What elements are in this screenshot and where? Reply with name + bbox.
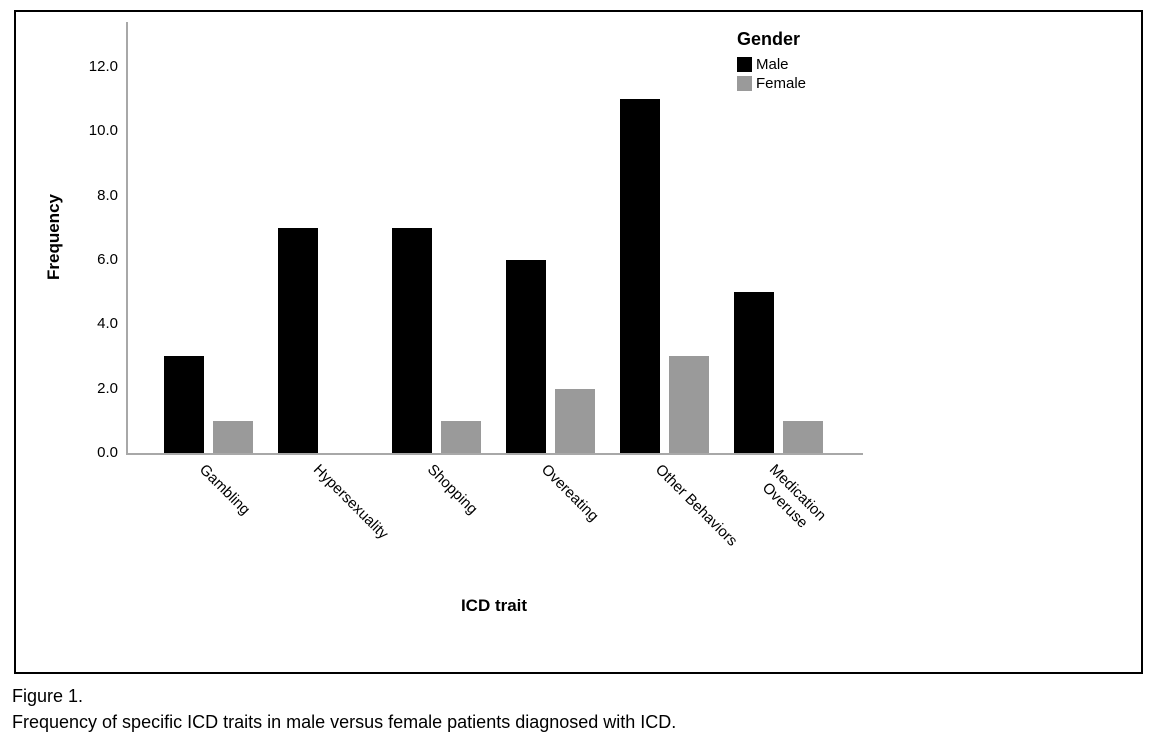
y-tick-label-4: 4.0 — [97, 315, 118, 333]
bar-female-gambling — [212, 421, 253, 453]
bar-male-gambling — [163, 356, 204, 453]
y-tick-label-0: 0.0 — [97, 444, 118, 461]
y-axis-line — [126, 22, 128, 455]
legend-title: Gender — [737, 29, 801, 49]
figure-caption-text: Frequency of specific ICD traits in male… — [12, 712, 677, 732]
legend-swatch-male — [737, 57, 752, 72]
x-axis-line — [126, 453, 863, 455]
legend-swatch-female — [737, 76, 752, 91]
bar-female-other-behaviors — [668, 356, 709, 453]
legend-label-female: Female — [756, 75, 807, 92]
legend-label-male: Male — [756, 56, 789, 73]
bar-male-overeating — [505, 260, 546, 453]
y-tick-label-12: 12.0 — [88, 57, 118, 75]
legend-item-male: Male — [737, 57, 806, 72]
y-tick-label-6: 6.0 — [97, 250, 118, 268]
y-tick-label-2: 2.0 — [97, 379, 118, 397]
bar-female-medication-overuse — [782, 421, 823, 453]
bar-male-other-behaviors — [619, 99, 660, 453]
y-tick-label-8: 8.0 — [97, 186, 118, 204]
legend-item-female: Female — [737, 76, 806, 91]
legend-items: Male Female — [737, 57, 806, 91]
x-axis-title: ICD trait — [460, 596, 528, 615]
bar-male-medication-overuse — [733, 292, 774, 453]
y-tick-label-10: 10.0 — [88, 122, 118, 140]
figure-caption: Figure 1. Frequency of specific ICD trai… — [12, 683, 676, 735]
figure-caption-label: Figure 1. — [12, 686, 84, 706]
chart-frame — [14, 10, 1143, 674]
bar-male-hypersexuality — [277, 228, 318, 453]
bar-female-overeating — [554, 389, 595, 453]
legend: Gender Male Female — [737, 29, 806, 91]
bar-male-shopping — [391, 228, 432, 453]
bar-female-shopping — [440, 421, 481, 453]
